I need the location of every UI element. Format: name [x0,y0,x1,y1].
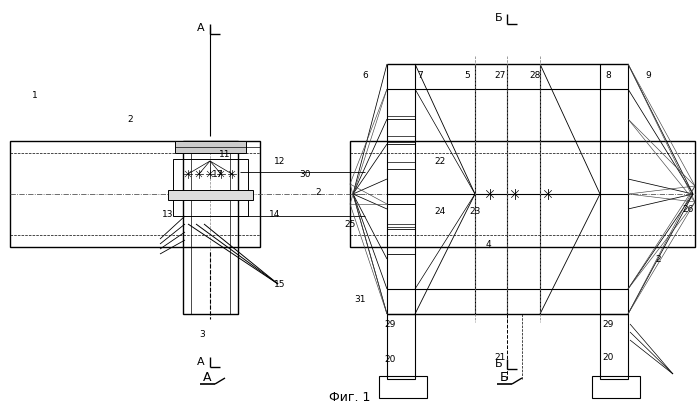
Text: 11: 11 [219,150,231,159]
Bar [10,142,260,247]
Text: 5: 5 [464,70,470,79]
Text: Б: Б [494,358,502,368]
Text: 1: 1 [32,90,38,99]
Bar [600,314,628,379]
Bar [387,228,415,247]
Text: 2: 2 [315,188,321,197]
Bar [387,205,415,224]
Bar [350,142,695,247]
Text: 3: 3 [199,330,205,339]
Bar [183,142,238,314]
Text: 8: 8 [605,70,611,79]
Text: Б: Б [500,371,508,384]
Text: 17: 17 [212,170,224,179]
Text: 20: 20 [603,353,614,362]
Text: 2: 2 [655,255,661,264]
Bar [592,376,640,398]
Bar [168,190,253,200]
Bar [173,160,248,194]
Text: 9: 9 [645,70,651,79]
Text: Фиг. 1: Фиг. 1 [329,390,370,403]
Text: 12: 12 [274,157,286,166]
Text: 25: 25 [345,220,356,229]
Text: 13: 13 [162,210,174,219]
Text: 4: 4 [485,240,491,249]
Bar [175,142,246,153]
Text: 29: 29 [603,320,614,329]
Bar [387,143,415,162]
Text: 21: 21 [494,353,505,362]
Text: 7: 7 [417,70,423,79]
Text: 23: 23 [469,207,481,216]
Text: А: А [197,23,205,33]
Text: 29: 29 [384,320,396,329]
Text: 20: 20 [384,355,396,364]
Bar [379,376,427,398]
Text: 22: 22 [434,157,446,166]
Text: 28: 28 [529,70,541,79]
Bar [387,314,415,379]
Text: 14: 14 [269,210,281,219]
Text: 31: 31 [354,295,366,304]
Text: 15: 15 [274,280,286,289]
Text: 6: 6 [362,70,368,79]
Text: 24: 24 [434,207,446,216]
Text: 2: 2 [127,115,133,124]
Text: А: А [197,356,205,366]
Text: А: А [203,371,211,384]
Bar [173,194,248,216]
Text: 27: 27 [494,70,505,79]
Text: 26: 26 [682,205,693,214]
Bar [387,117,415,136]
Text: 30: 30 [299,170,311,179]
Text: Б: Б [494,13,502,23]
